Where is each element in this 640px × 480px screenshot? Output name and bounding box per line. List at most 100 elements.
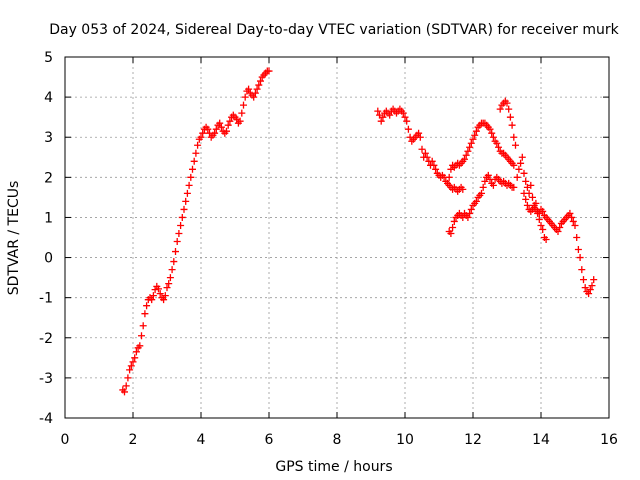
data-point xyxy=(172,248,179,256)
data-point xyxy=(447,229,455,237)
data-point xyxy=(449,223,457,231)
data-point xyxy=(479,183,487,191)
data-point xyxy=(529,193,536,201)
data-point xyxy=(537,221,545,229)
data-point xyxy=(481,177,489,185)
data-point xyxy=(510,133,518,141)
data-point xyxy=(185,181,193,189)
y-tick-label: -2 xyxy=(39,331,53,347)
x-axis-label: GPS time / hours xyxy=(275,459,392,475)
data-point xyxy=(194,141,202,149)
data-point xyxy=(122,382,130,390)
data-point xyxy=(523,201,531,209)
data-point xyxy=(520,169,528,177)
data-point xyxy=(224,121,232,129)
data-point xyxy=(173,238,181,246)
data-point xyxy=(183,189,191,197)
grid-lines xyxy=(65,57,609,418)
data-point xyxy=(510,183,518,191)
data-point xyxy=(462,151,470,159)
y-tick-label: 0 xyxy=(44,251,53,267)
data-point xyxy=(374,107,382,115)
data-point xyxy=(566,209,574,217)
data-point xyxy=(178,213,186,221)
data-point xyxy=(517,159,525,167)
data-point xyxy=(445,173,453,181)
data-point xyxy=(478,189,485,197)
data-point xyxy=(129,358,137,366)
data-point xyxy=(160,296,168,304)
data-point xyxy=(535,215,543,223)
data-point xyxy=(467,205,475,213)
data-point xyxy=(556,223,564,231)
y-tick-labels: -4 -3 -2 -1 0 1 2 3 4 5 xyxy=(39,50,53,427)
data-point xyxy=(204,125,212,133)
data-point xyxy=(141,310,149,318)
data-point xyxy=(143,302,151,310)
data-point xyxy=(241,93,249,101)
x-tick-labels: 0 2 4 6 8 10 12 14 16 xyxy=(61,432,618,448)
data-point xyxy=(571,221,579,229)
data-point xyxy=(518,153,526,161)
data-point xyxy=(423,153,431,161)
data-point xyxy=(484,171,492,179)
data-point xyxy=(574,246,582,254)
data-point xyxy=(131,354,139,362)
data-point xyxy=(590,276,598,284)
x-tick-label: 8 xyxy=(333,432,342,448)
data-point xyxy=(136,342,144,350)
data-point xyxy=(265,67,273,75)
data-point xyxy=(180,205,188,213)
data-point xyxy=(469,135,477,143)
data-point xyxy=(168,266,176,274)
data-point xyxy=(257,77,264,85)
data-point xyxy=(189,165,196,173)
data-point xyxy=(581,284,589,292)
data-point xyxy=(217,123,225,131)
data-point xyxy=(139,322,147,330)
data-point xyxy=(493,139,501,147)
data-point xyxy=(132,348,140,356)
data-point xyxy=(512,141,519,149)
data-point xyxy=(503,99,511,107)
data-point xyxy=(377,117,385,125)
x-tick-label: 16 xyxy=(600,432,618,448)
data-point xyxy=(190,157,198,165)
data-point xyxy=(461,155,468,163)
data-point xyxy=(576,254,584,262)
data-point xyxy=(418,145,426,153)
data-point xyxy=(245,85,253,93)
data-point xyxy=(428,157,436,165)
data-point xyxy=(212,125,220,133)
y-tick-label: -3 xyxy=(39,371,53,387)
data-point xyxy=(166,274,174,282)
data-point xyxy=(432,165,440,173)
data-point xyxy=(515,165,523,173)
y-tick-label: 5 xyxy=(44,50,53,66)
data-point xyxy=(386,111,394,119)
data-point xyxy=(495,143,502,151)
y-tick-label: -1 xyxy=(39,291,53,307)
x-tick-label: 6 xyxy=(265,432,274,448)
data-point xyxy=(573,234,581,241)
y-tick-label: 3 xyxy=(44,130,53,146)
data-point xyxy=(450,217,458,225)
data-point xyxy=(569,217,577,225)
data-point xyxy=(124,374,132,382)
data-point xyxy=(126,366,134,374)
data-point xyxy=(182,197,190,205)
data-point xyxy=(586,286,594,294)
data-point xyxy=(216,119,224,127)
data-point xyxy=(496,105,504,113)
data-point xyxy=(508,121,516,129)
data-point xyxy=(568,213,576,221)
data-point xyxy=(522,195,530,203)
data-point xyxy=(580,276,587,284)
data-point xyxy=(236,117,244,125)
x-tick-label: 10 xyxy=(396,432,414,448)
data-point xyxy=(163,284,171,292)
x-tick-label: 12 xyxy=(464,432,482,448)
data-point xyxy=(138,332,145,340)
data-point xyxy=(403,117,411,125)
data-point xyxy=(539,225,547,233)
